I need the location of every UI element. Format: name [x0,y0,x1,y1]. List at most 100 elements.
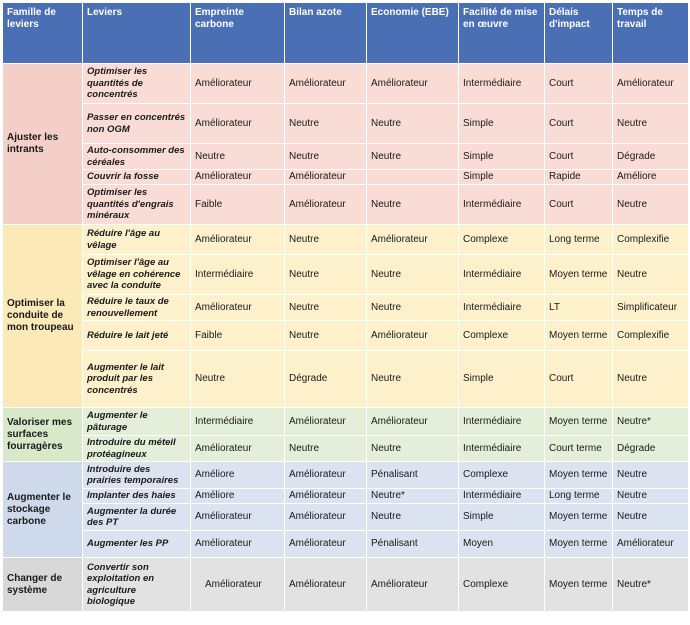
delais-cell: Court [544,63,613,104]
facilite-cell: Simple [458,103,545,144]
temps-travail-cell: Complexifie [612,224,689,255]
header-row: Famille de leviers Leviers Empreinte carbo… [2,2,689,64]
leviers-table-container: Famille de leviers Leviers Empreinte carbo… [2,2,689,612]
facilite-cell: Complexe [458,557,545,612]
economie-cell [366,169,459,185]
bilan-azote-cell: Neutre [284,320,367,351]
temps-travail-cell: Dégrade [612,435,689,462]
levier-cell: Implanter des haies [82,488,191,504]
economie-cell: Neutre [366,503,459,531]
economie-cell: Pénalisant [366,461,459,489]
economie-cell: Neutre [366,435,459,462]
facilite-cell: Intermédiaire [458,488,545,504]
empreinte-carbone-cell: Intermédiaire [190,407,285,436]
table-row: Auto-consommer des céréales Neutre Neutre N… [3,143,689,170]
delais-cell: Moyen terme [544,557,613,612]
facilite-cell: Intermédiaire [458,435,545,462]
table-header: Famille de leviers Leviers Empreinte carbo… [2,2,689,64]
delais-cell: Moyen terme [544,320,613,351]
temps-travail-cell: Neutre [612,184,689,225]
table-row: Augmenter le stockage carbone Introduire … [2,461,689,558]
economie-cell: Neutre [366,254,459,295]
bilan-azote-cell: Améliorateur [284,63,367,104]
temps-travail-cell: Dégrade [612,143,689,170]
empreinte-carbone-cell: Faible [190,184,285,225]
bilan-azote-cell: Neutre [284,224,367,255]
facilite-cell: Complexe [458,224,545,255]
bilan-azote-cell: Dégrade [284,350,367,408]
table-row: Optimiser la conduite de mon troupeau Réd… [2,224,689,408]
levier-cell: Augmenter la durée des PT [82,503,191,531]
temps-travail-cell: Complexifie [612,320,689,351]
table-row: Réduire le taux de renouvellement Amélior… [3,294,689,321]
table-row: Changer de système Convertir son exploita… [2,557,689,612]
famille-cell: Optimiser la conduite de mon troupeau [2,224,83,408]
header-leviers: Leviers [82,2,191,64]
delais-cell: Moyen terme [544,530,613,558]
delais-cell: Moyen terme [544,461,613,489]
economie-cell: Améliorateur [366,224,459,255]
empreinte-carbone-cell: Neutre [190,350,285,408]
levier-cell: Optimiser les quantités de concentrés [82,63,191,104]
facilite-cell: Complexe [458,461,545,489]
economie-cell: Améliorateur [366,320,459,351]
levier-cell: Introduire du méteil protéagineux [82,435,191,462]
empreinte-carbone-cell: Améliorateur [190,530,285,558]
levier-cell: Optimiser l'âge au vêlage en cohérence a… [82,254,191,295]
economie-cell: Neutre [366,350,459,408]
economie-cell: Neutre [366,143,459,170]
bilan-azote-cell: Améliorateur [284,488,367,504]
delais-cell: LT [544,294,613,321]
economie-cell: Améliorateur [366,63,459,104]
bilan-azote-cell: Neutre [284,294,367,321]
table-row: Valoriser mes surfaces fourragères Augmen… [2,407,689,462]
facilite-cell: Simple [458,350,545,408]
facilite-cell: Intermédiaire [458,294,545,321]
famille-cell: Valoriser mes surfaces fourragères [2,407,83,462]
levier-cell: Réduire le taux de renouvellement [82,294,191,321]
leviers-table: Famille de leviers Leviers Empreinte carbo… [2,2,689,612]
levier-cell: Réduire l'âge au vêlage [82,224,191,255]
facilite-cell: Simple [458,503,545,531]
delais-cell: Moyen terme [544,503,613,531]
header-temps-travail: Temps de travail [612,2,689,64]
temps-travail-cell: Neutre [612,488,689,504]
empreinte-carbone-cell: Neutre [190,143,285,170]
temps-travail-cell: Neutre [612,461,689,489]
bilan-azote-cell: Améliorateur [284,169,367,185]
temps-travail-cell: Améliorateur [612,63,689,104]
facilite-cell: Complexe [458,320,545,351]
empreinte-carbone-cell: Améliorateur [190,103,285,144]
empreinte-carbone-cell: Améliorateur [190,503,285,531]
levier-cell: Augmenter le lait produit par les concen… [82,350,191,408]
temps-travail-cell: Simplificateur [612,294,689,321]
empreinte-carbone-cell: Intermédiaire [190,254,285,295]
table-row: Implanter des haies Améliore Améliorateur N… [3,488,689,504]
table-row: Optimiser les quantités d'engrais minéra… [3,184,689,225]
header-facilite: Facilité de mise en œuvre [458,2,545,64]
temps-travail-cell: Neutre [612,503,689,531]
famille-cell: Ajuster les intrants [2,63,83,225]
levier-cell: Convertir son exploitation en agricultur… [82,557,191,612]
bilan-azote-cell: Améliorateur [284,407,367,436]
bilan-azote-cell: Améliorateur [284,503,367,531]
empreinte-carbone-cell: Faible [190,320,285,351]
bilan-azote-cell: Neutre [284,254,367,295]
empreinte-carbone-cell: Améliore [190,461,285,489]
facilite-cell: Moyen [458,530,545,558]
header-empreinte-carbone: Empreinte carbone [190,2,285,64]
levier-cell: Augmenter les PP [82,530,191,558]
famille-cell: Changer de système [2,557,83,612]
economie-cell: Neutre [366,103,459,144]
levier-cell: Auto-consommer des céréales [82,143,191,170]
header-bilan-azote: Bilan azote [284,2,367,64]
delais-cell: Court [544,143,613,170]
table-row: Introduire du méteil protéagineux Amélior… [3,435,689,462]
economie-cell: Neutre [366,294,459,321]
facilite-cell: Simple [458,143,545,170]
table-row: Couvrir la fosse Améliorateur Améliorateur… [3,169,689,185]
header-delais: Délais d'impact [544,2,613,64]
table-row: Optimiser l'âge au vêlage en cohérence a… [3,254,689,295]
famille-cell: Augmenter le stockage carbone [2,461,83,558]
table-row: Passer en concentrés non OGM Améliorateur… [3,103,689,144]
